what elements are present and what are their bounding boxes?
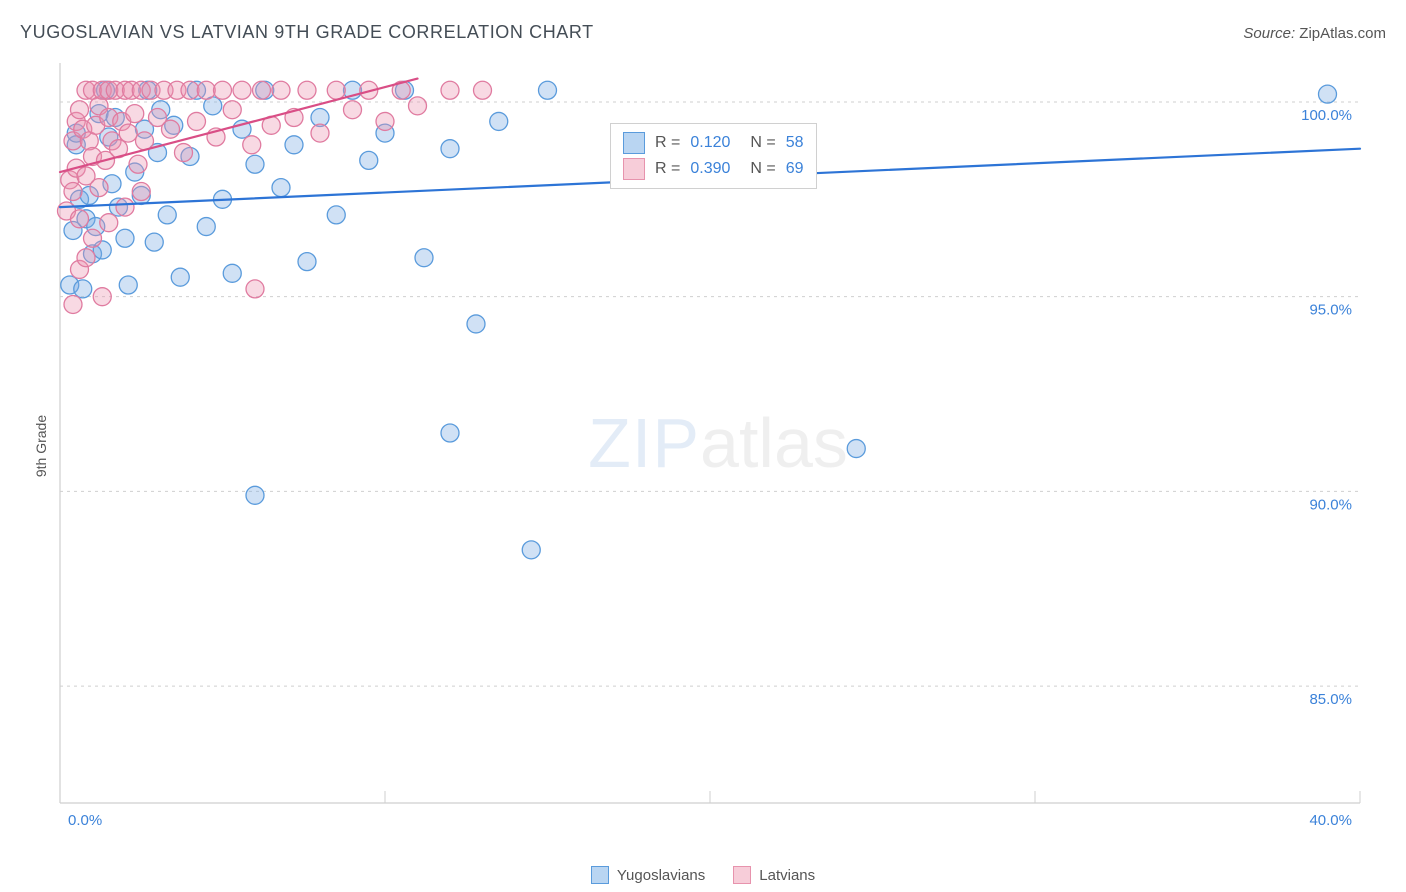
- data-point-yugoslavians: [285, 136, 303, 154]
- data-point-latvians: [344, 101, 362, 119]
- data-point-yugoslavians: [298, 253, 316, 271]
- data-point-yugoslavians: [327, 206, 345, 224]
- data-point-yugoslavians: [116, 229, 134, 247]
- legend-label: Latvians: [759, 867, 815, 884]
- data-point-latvians: [84, 229, 102, 247]
- data-point-yugoslavians: [539, 81, 557, 99]
- data-point-latvians: [90, 179, 108, 197]
- data-point-latvians: [175, 144, 193, 162]
- data-point-yugoslavians: [441, 424, 459, 442]
- data-point-yugoslavians: [847, 440, 865, 458]
- chart-title: YUGOSLAVIAN VS LATVIAN 9TH GRADE CORRELA…: [20, 22, 594, 43]
- ytick-label: 90.0%: [1309, 496, 1352, 513]
- xtick-label: 0.0%: [68, 812, 102, 828]
- data-point-latvians: [253, 81, 271, 99]
- stats-swatch: [623, 132, 645, 154]
- data-point-yugoslavians: [246, 155, 264, 173]
- data-point-latvians: [409, 97, 427, 115]
- data-point-latvians: [100, 214, 118, 232]
- data-point-yugoslavians: [119, 276, 137, 294]
- data-point-latvians: [119, 124, 137, 142]
- data-point-latvians: [126, 105, 144, 123]
- legend-item-0: Yugoslavians: [591, 866, 705, 884]
- stats-swatch: [623, 158, 645, 180]
- data-point-latvians: [246, 280, 264, 298]
- data-point-latvians: [162, 120, 180, 138]
- data-point-yugoslavians: [272, 179, 290, 197]
- data-point-latvians: [71, 210, 89, 228]
- data-point-latvians: [93, 288, 111, 306]
- stats-row-0: R = 0.120 N = 58: [623, 130, 804, 156]
- data-point-latvians: [311, 124, 329, 142]
- legend-bottom: Yugoslavians Latvians: [0, 866, 1406, 884]
- stats-legend: R = 0.120 N = 58 R = 0.390 N = 69: [610, 123, 817, 189]
- ytick-label: 100.0%: [1301, 107, 1352, 124]
- legend-label: Yugoslavians: [617, 867, 705, 884]
- source-value: ZipAtlas.com: [1299, 25, 1386, 42]
- data-point-latvians: [223, 101, 241, 119]
- data-point-latvians: [214, 81, 232, 99]
- stats-n-label: N =: [750, 134, 775, 152]
- stats-row-1: R = 0.390 N = 69: [623, 156, 804, 182]
- data-point-latvians: [188, 112, 206, 130]
- source-label: Source:: [1243, 25, 1295, 42]
- data-point-yugoslavians: [145, 233, 163, 251]
- data-point-yugoslavians: [246, 486, 264, 504]
- chart-container: 85.0%90.0%95.0%100.0%0.0%40.0% ZIPatlas …: [50, 58, 1386, 828]
- stats-r-value: 0.120: [690, 134, 730, 152]
- data-point-yugoslavians: [197, 218, 215, 236]
- data-point-latvians: [197, 81, 215, 99]
- data-point-yugoslavians: [158, 206, 176, 224]
- stats-r-value: 0.390: [690, 160, 730, 178]
- data-point-latvians: [132, 183, 150, 201]
- xtick-label: 40.0%: [1309, 812, 1352, 828]
- legend-item-1: Latvians: [733, 866, 815, 884]
- legend-swatch: [591, 866, 609, 884]
- stats-n-value: 69: [786, 160, 804, 178]
- data-point-yugoslavians: [490, 112, 508, 130]
- data-point-yugoslavians: [522, 541, 540, 559]
- ytick-label: 95.0%: [1309, 302, 1352, 319]
- legend-swatch: [733, 866, 751, 884]
- data-point-latvians: [441, 81, 459, 99]
- data-point-latvians: [77, 249, 95, 267]
- data-point-latvians: [181, 81, 199, 99]
- stats-r-label: R =: [655, 160, 680, 178]
- source-attribution: Source: ZipAtlas.com: [1243, 25, 1386, 42]
- data-point-yugoslavians: [171, 268, 189, 286]
- data-point-latvians: [298, 81, 316, 99]
- data-point-latvians: [64, 295, 82, 313]
- y-axis-label: 9th Grade: [33, 415, 49, 477]
- data-point-latvians: [243, 136, 261, 154]
- stats-n-value: 58: [786, 134, 804, 152]
- data-point-yugoslavians: [74, 280, 92, 298]
- data-point-latvians: [233, 81, 251, 99]
- data-point-latvians: [327, 81, 345, 99]
- data-point-latvians: [129, 155, 147, 173]
- data-point-latvians: [272, 81, 290, 99]
- data-point-yugoslavians: [1319, 85, 1337, 103]
- data-point-yugoslavians: [467, 315, 485, 333]
- data-point-yugoslavians: [415, 249, 433, 267]
- data-point-yugoslavians: [223, 264, 241, 282]
- stats-n-label: N =: [750, 160, 775, 178]
- data-point-latvians: [474, 81, 492, 99]
- data-point-latvians: [116, 198, 134, 216]
- data-point-latvians: [376, 112, 394, 130]
- ytick-label: 85.0%: [1309, 691, 1352, 708]
- data-point-yugoslavians: [360, 151, 378, 169]
- data-point-yugoslavians: [441, 140, 459, 158]
- data-point-latvians: [71, 101, 89, 119]
- stats-r-label: R =: [655, 134, 680, 152]
- data-point-latvians: [64, 183, 82, 201]
